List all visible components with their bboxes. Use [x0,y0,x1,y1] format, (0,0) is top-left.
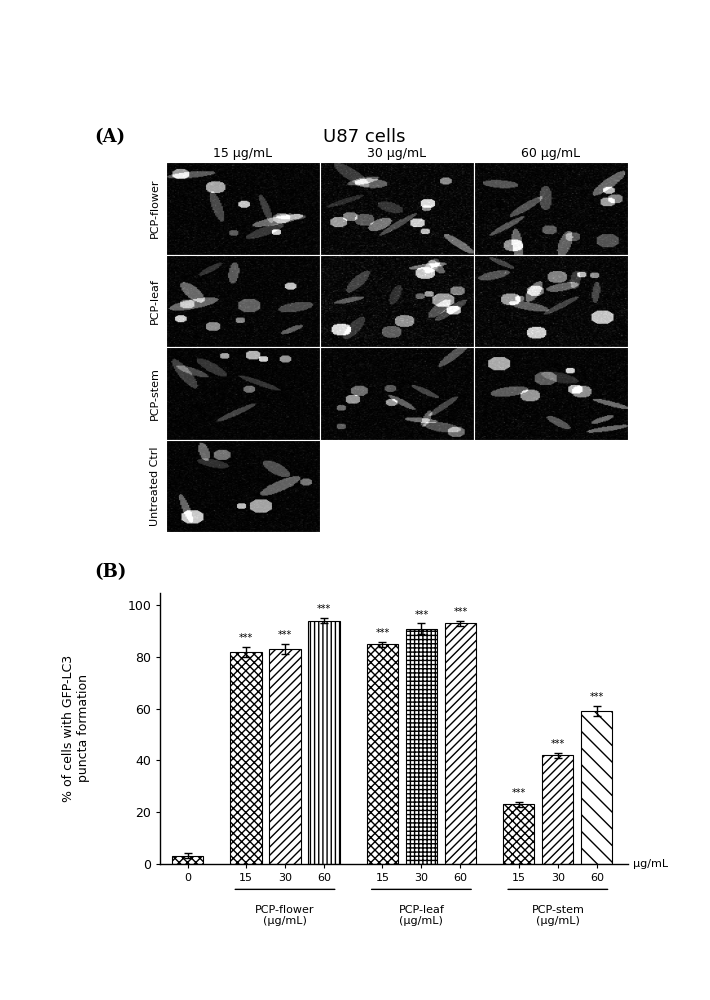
Text: PCP-leaf: PCP-leaf [151,278,160,324]
Text: 15 μg/mL: 15 μg/mL [213,147,273,160]
Text: 30 μg/mL: 30 μg/mL [367,147,427,160]
Text: U87 cells: U87 cells [322,128,405,146]
Text: (B): (B) [94,563,126,581]
Text: Untreated Ctrl: Untreated Ctrl [151,446,160,526]
Text: 60 μg/mL: 60 μg/mL [521,147,581,160]
Text: (A): (A) [94,128,126,146]
Text: PCP-stem: PCP-stem [151,367,160,420]
Text: PCP-flower: PCP-flower [151,179,160,238]
